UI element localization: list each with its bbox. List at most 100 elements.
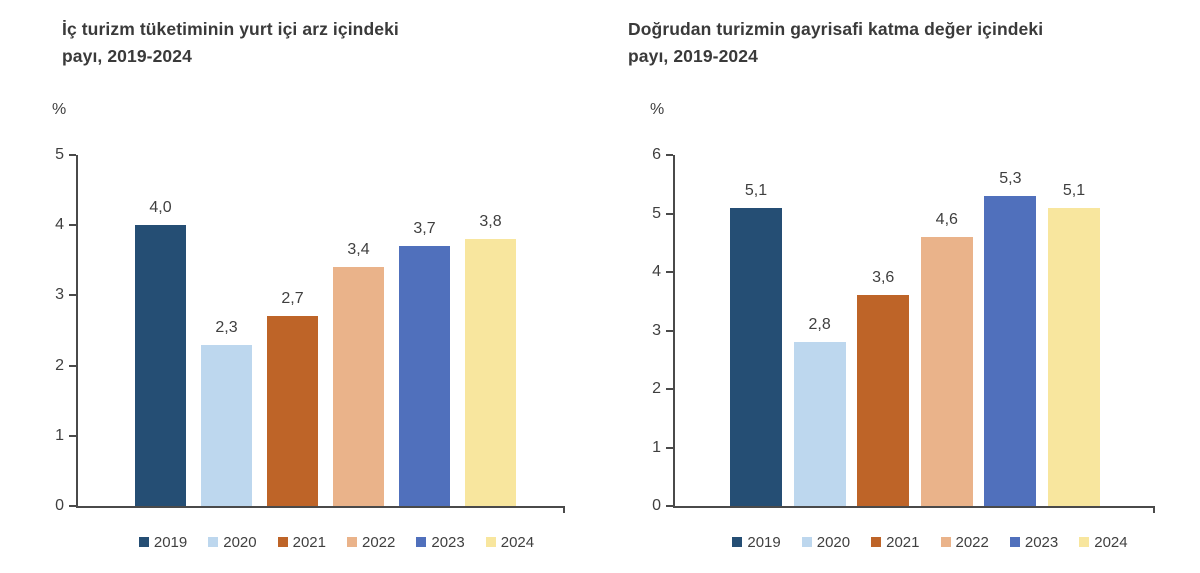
legend-label-2022: 2022 <box>362 533 396 551</box>
legend-label-2021: 2021 <box>886 533 920 551</box>
y-axis-tick-label: 1 <box>652 438 661 456</box>
y-axis-tick <box>69 224 76 227</box>
y-axis-tick-label: 2 <box>55 356 64 374</box>
y-axis-tick <box>666 212 673 215</box>
bar-value-label-2019: 5,1 <box>744 181 768 199</box>
chart-title-line-2: payı, 2019-2024 <box>62 46 192 66</box>
y-axis-tick-label: 0 <box>55 497 64 514</box>
legend-swatch-2022 <box>347 537 357 547</box>
bar-value-label-2021: 2,7 <box>281 290 304 308</box>
legend-swatch-2024 <box>485 537 496 547</box>
legend-item-2022: 2022 <box>940 534 989 551</box>
legend: 2019 2020 2021 2022 2023 2024 <box>675 531 1185 553</box>
legend-item-2019: 2019 <box>138 533 188 551</box>
legend-swatch-2023 <box>416 537 427 547</box>
y-axis-tick-label: 4 <box>55 216 64 234</box>
legend-swatch-2022 <box>940 537 951 547</box>
legend-item-2020: 2020 <box>208 533 257 551</box>
y-axis-tick <box>666 329 673 332</box>
legend-label-2024: 2024 <box>1094 533 1128 551</box>
bar-2023 <box>399 246 450 506</box>
bar-2019 <box>135 225 186 506</box>
chart-title-line-1: İç turizm tüketiminin yurt içi arz içind… <box>62 19 399 39</box>
bar-value-label-2024: 5,1 <box>1062 181 1086 199</box>
chart-panel-direct-tourism-gva: Doğrudan turizmin gayrisafi katma değer … <box>600 0 1200 573</box>
legend-item-2021: 2021 <box>871 533 920 551</box>
legend-swatch-2021 <box>277 537 288 547</box>
bar-2024 <box>465 239 516 506</box>
bar-value-label-2022: 3,4 <box>347 241 370 259</box>
y-axis-tick-label: 3 <box>55 286 64 304</box>
bar-2021 <box>857 295 910 506</box>
x-axis-line <box>673 506 1155 508</box>
chart-title: İç turizm tüketiminin yurt içi arz içind… <box>62 16 399 70</box>
y-axis-tick-label: 6 <box>652 146 661 163</box>
bar-2020 <box>793 342 846 506</box>
y-axis-tick <box>69 154 76 156</box>
legend: 2019 2020 2021 2022 2023 2024 <box>78 531 595 553</box>
legend-label-2020: 2020 <box>223 533 257 551</box>
y-axis-tick-label: 0 <box>652 497 661 514</box>
y-axis-line <box>76 155 78 508</box>
y-axis-tick-label: 3 <box>652 321 661 339</box>
y-axis-tick-label: 1 <box>55 426 64 444</box>
bar-2024 <box>1048 207 1100 506</box>
chart-title-line-2: payı, 2019-2024 <box>628 46 758 66</box>
legend-item-2022: 2022 <box>347 534 395 551</box>
legend-swatch-2021 <box>871 537 882 547</box>
legend-swatch-2019 <box>138 537 149 547</box>
y-axis-unit-label: % <box>650 101 665 118</box>
y-axis-tick <box>666 271 673 273</box>
legend-item-2023: 2023 <box>416 534 465 551</box>
bar-value-label-2020: 2,3 <box>215 318 238 336</box>
legend-item-2023: 2023 <box>1009 533 1059 551</box>
y-axis-tick-label: 5 <box>652 204 661 222</box>
bar-value-label-2020: 2,8 <box>808 316 831 334</box>
x-axis-end-tick <box>1153 506 1155 513</box>
legend-swatch-2023 <box>1009 537 1020 547</box>
y-axis-tick <box>666 154 673 156</box>
y-axis-tick <box>666 505 673 507</box>
x-axis-line <box>76 506 565 508</box>
legend-label-2020: 2020 <box>816 533 851 551</box>
legend-label-2019: 2019 <box>747 533 781 551</box>
y-axis-line <box>673 155 675 508</box>
x-axis-end-tick <box>563 506 565 513</box>
bar-value-label-2021: 3,6 <box>872 269 895 287</box>
y-axis-tick-label: 4 <box>652 263 661 280</box>
chart-title-line-1: Doğrudan turizmin gayrisafi katma değer … <box>628 19 1044 39</box>
y-axis-tick-label: 5 <box>55 146 64 163</box>
bar-2020 <box>201 344 252 506</box>
y-axis-tick <box>69 294 76 297</box>
bar-value-label-2019: 4,0 <box>149 199 172 217</box>
y-axis-tick-label: 2 <box>652 380 661 397</box>
bar-2021 <box>267 316 318 506</box>
legend-label-2021: 2021 <box>292 533 326 551</box>
legend-label-2019: 2019 <box>153 533 188 551</box>
bar-2023 <box>984 195 1037 506</box>
bar-2022 <box>920 236 973 506</box>
chart-title: Doğrudan turizmin gayrisafi katma değer … <box>628 16 1043 70</box>
y-axis-tick <box>69 434 76 437</box>
bar-value-label-2022: 4,6 <box>935 210 958 228</box>
y-axis-tick <box>666 446 673 449</box>
y-axis-tick <box>69 364 76 367</box>
legend-swatch-2024 <box>1079 537 1090 547</box>
bar-value-label-2024: 3,8 <box>479 213 502 231</box>
legend-item-2024: 2024 <box>1079 533 1128 551</box>
legend-item-2021: 2021 <box>277 533 326 551</box>
plot-area: 0 1 2 3 4 5 6 5,1 2,8 3,6 4,6 5,3 5,1 <box>600 0 1200 573</box>
y-axis-tick <box>69 505 76 507</box>
plot-area: 0 1 2 3 4 5 4,0 2,3 2,7 3,4 3,7 3,8 <box>55 146 565 514</box>
legend-item-2024: 2024 <box>485 533 535 551</box>
y-axis-unit-label: % <box>52 101 67 118</box>
legend-label-2024: 2024 <box>500 533 535 551</box>
bar-value-label-2023: 3,7 <box>413 220 436 238</box>
bar-value-label-2023: 5,3 <box>999 169 1022 187</box>
y-axis-tick <box>666 388 673 390</box>
chart-panel-domestic-tourism-consumption: İç turizm tüketiminin yurt içi arz içind… <box>52 16 595 553</box>
legend-swatch-2019 <box>732 537 743 547</box>
bar-2022 <box>333 267 384 506</box>
legend-label-2023: 2023 <box>1024 533 1059 551</box>
